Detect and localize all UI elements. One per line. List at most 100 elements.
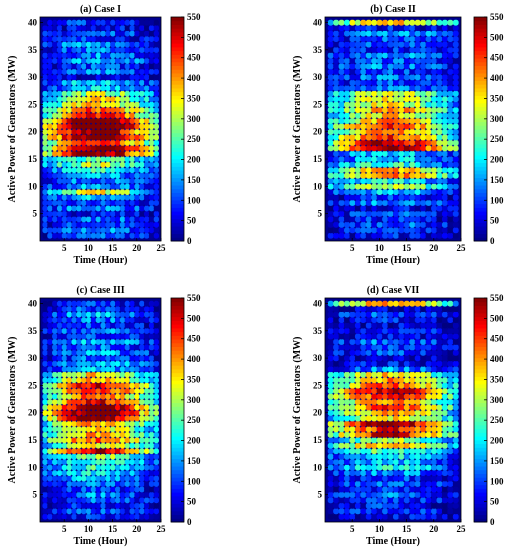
heatmap-cell (365, 167, 372, 174)
heatmap-cell (387, 145, 394, 152)
heatmap-cell (71, 161, 77, 168)
heatmap-cell (124, 216, 130, 223)
colorbar-segment (171, 43, 184, 48)
heatmap-cell (115, 216, 121, 223)
heatmap-cell (76, 156, 82, 163)
heatmap-cell (105, 96, 111, 103)
heatmap-cell (61, 101, 68, 108)
heatmap-cell (85, 200, 92, 206)
heatmap-cell (153, 360, 159, 367)
heatmap-cell (76, 459, 82, 466)
heatmap-cell (153, 497, 159, 504)
heatmap-cell (100, 57, 106, 64)
heatmap-cell (144, 404, 150, 411)
heatmap-cell (90, 123, 97, 130)
heatmap-cell (409, 464, 416, 471)
heatmap-cell (95, 52, 101, 59)
heatmap-cell (365, 360, 372, 367)
heatmap-cell (393, 134, 399, 141)
heatmap-cell (85, 85, 92, 92)
heatmap-cell (124, 63, 130, 70)
heatmap-cell (447, 333, 454, 340)
heatmap-cell (81, 349, 87, 356)
heatmap-cell (148, 306, 155, 313)
heatmap-cell (436, 161, 443, 168)
heatmap-cell (371, 328, 378, 334)
heatmap-cell (393, 232, 399, 239)
heatmap-cell (447, 388, 454, 395)
heatmap-cell (420, 311, 427, 318)
heatmap-cell (371, 415, 378, 422)
heatmap-cell (47, 420, 53, 427)
heatmap-cell (105, 79, 111, 86)
heatmap-cell (387, 399, 394, 405)
heatmap-cell (327, 227, 334, 234)
heatmap-cell (436, 355, 443, 362)
heatmap-cell (76, 470, 82, 476)
heatmap-cell (338, 306, 345, 313)
heatmap-cell (447, 221, 454, 228)
heatmap-cell (387, 74, 394, 81)
heatmap-cell (452, 311, 459, 318)
heatmap-cell (333, 497, 339, 504)
heatmap-cell (119, 123, 126, 130)
heatmap-cell (403, 306, 410, 313)
heatmap-cell (81, 118, 87, 124)
heatmap-cell (66, 388, 72, 395)
heatmap-cell (365, 470, 372, 476)
colorbar-segment (171, 391, 184, 396)
heatmap-cell (110, 25, 116, 32)
heatmap-cell (447, 189, 454, 195)
heatmap-cell (376, 415, 383, 422)
heatmap-cell (129, 508, 135, 515)
heatmap-cell (447, 360, 454, 367)
heatmap-cell (47, 415, 53, 422)
heatmap-cell (129, 112, 135, 119)
heatmap-cell (349, 210, 356, 217)
heatmap-cell (148, 470, 155, 476)
heatmap-cell (115, 139, 121, 146)
heatmap-cell (115, 426, 121, 433)
heatmap-cell (134, 194, 140, 201)
heatmap-cell (360, 317, 367, 323)
heatmap-cell (403, 328, 410, 334)
heatmap-cell (148, 300, 155, 307)
heatmap-cell (403, 161, 410, 168)
heatmap-cell (134, 19, 140, 26)
heatmap-cell (387, 129, 394, 135)
heatmap-cell (115, 306, 121, 313)
heatmap-cell (387, 382, 394, 389)
colorbar-segment (474, 354, 487, 359)
heatmap-cell (61, 415, 68, 422)
heatmap-cell (338, 101, 345, 108)
heatmap-cell (327, 200, 334, 206)
heatmap-cell (349, 431, 356, 438)
heatmap-cell (387, 475, 394, 482)
heatmap-cell (371, 317, 378, 323)
heatmap-cell (85, 156, 92, 163)
heatmap-cell (327, 183, 334, 190)
heatmap-cell (85, 360, 92, 367)
heatmap-cell (100, 399, 106, 405)
heatmap-cell (398, 47, 405, 53)
heatmap-cell (420, 19, 427, 26)
colorbar-segment (171, 121, 184, 126)
heatmap-cell (409, 317, 416, 323)
heatmap-cell (76, 338, 82, 345)
heatmap-cell (393, 68, 399, 75)
colorbar-segment (474, 342, 487, 348)
heatmap-cell (338, 79, 345, 86)
heatmap-cell (95, 112, 101, 119)
heatmap-cell (409, 68, 416, 75)
heatmap-cell (382, 317, 388, 323)
colorbar-segment (474, 439, 487, 445)
colorbar-segment (171, 395, 184, 400)
heatmap-cell (134, 311, 140, 318)
heatmap-cell (148, 41, 155, 48)
heatmap-cell (338, 491, 345, 498)
heatmap-cell (425, 189, 432, 195)
heatmap-cell (414, 322, 421, 329)
heatmap-cell (393, 183, 399, 190)
heatmap-cell (134, 210, 140, 217)
heatmap-cell (71, 410, 77, 416)
